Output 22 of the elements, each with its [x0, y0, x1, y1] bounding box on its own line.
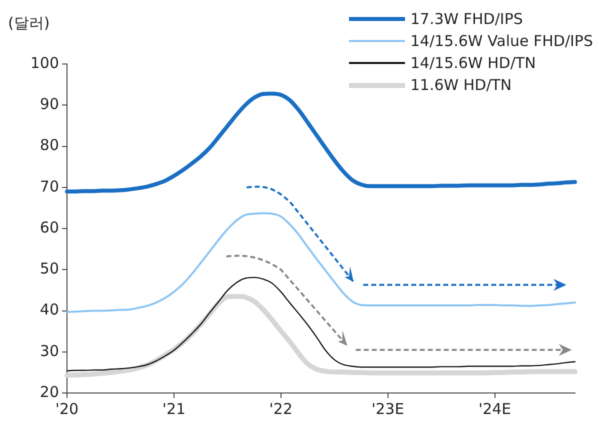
legend-label: 14/15.6W Value FHD/IPS [410, 32, 593, 50]
line-series [66, 276, 576, 372]
y-tick-label: 70 [40, 177, 59, 196]
line-series [66, 212, 576, 313]
y-tick-label: 40 [40, 300, 59, 319]
y-tick-label: 100 [30, 54, 59, 72]
y-tick-label: 20 [40, 382, 59, 401]
line-series [65, 92, 577, 194]
y-tick-label: 90 [40, 95, 59, 114]
x-tick-label: '20 [55, 400, 79, 418]
x-tick-label: '23E [371, 400, 404, 418]
x-tick-label: '21 [162, 400, 186, 418]
y-axis-title: (달러) [8, 14, 50, 33]
y-tick-label: 50 [40, 260, 59, 278]
x-tick-label: '24E [478, 400, 512, 418]
y-tick-label: 60 [40, 218, 59, 236]
legend-label: 14/15.6W HD/TN [410, 54, 536, 72]
legend-label: 11.6W HD/TN [410, 76, 512, 94]
x-tick-label: '22 [269, 400, 293, 418]
legend-label: 17.3W FHD/IPS [410, 10, 523, 28]
y-tick-label: 30 [40, 342, 59, 360]
y-tick-label: 80 [40, 136, 59, 154]
